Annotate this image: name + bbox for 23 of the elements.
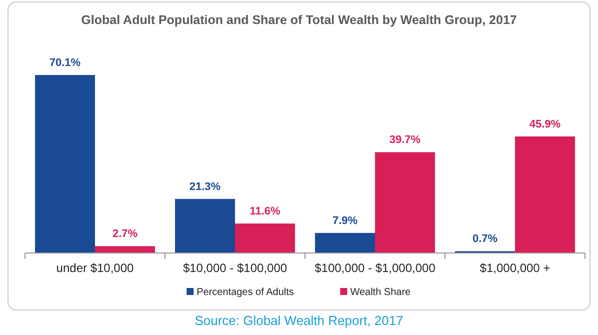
source-note: Source: Global Wealth Report, 2017 xyxy=(194,313,404,328)
data-label: 45.9% xyxy=(529,118,561,130)
bar xyxy=(95,246,155,253)
bar xyxy=(315,232,375,253)
legend-label: Percentages of Adults xyxy=(196,287,294,298)
bar xyxy=(175,198,235,253)
legend-label: Wealth Share xyxy=(350,287,412,298)
bar xyxy=(35,75,95,253)
data-label: 0.7% xyxy=(472,233,498,246)
x-tick-label: $10,000 - $100,000 xyxy=(182,261,288,275)
data-label: 11.6% xyxy=(250,206,281,218)
data-label: 21.3% xyxy=(189,180,221,193)
data-label: 70.1% xyxy=(49,57,81,69)
data-label: 7.9% xyxy=(332,214,358,227)
x-tick-label: under $10,000 xyxy=(56,261,134,275)
data-label: 39.7% xyxy=(389,134,421,146)
bar xyxy=(515,136,575,253)
chart-title: Global Adult Population and Share of Total Wealth by Wealth Group, 2017 xyxy=(81,13,517,27)
data-label: 2.7% xyxy=(112,228,138,240)
x-tick-label: $100,000 - $1,000,000 xyxy=(314,261,436,275)
bar xyxy=(235,224,295,253)
bar xyxy=(375,152,435,253)
x-tick-label: $1,000,000 + xyxy=(480,261,550,275)
